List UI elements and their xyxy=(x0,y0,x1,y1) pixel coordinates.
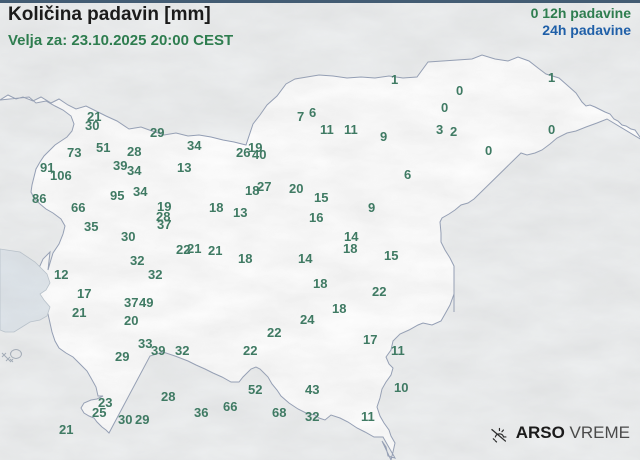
svg-text:32: 32 xyxy=(305,409,319,424)
svg-text:52: 52 xyxy=(248,382,262,397)
svg-text:11: 11 xyxy=(344,122,358,137)
svg-text:27: 27 xyxy=(257,179,271,194)
svg-text:7: 7 xyxy=(297,109,304,124)
svg-text:18: 18 xyxy=(313,276,327,291)
svg-text:28: 28 xyxy=(127,144,141,159)
svg-text:37: 37 xyxy=(124,295,138,310)
svg-text:10: 10 xyxy=(394,380,408,395)
svg-text:11: 11 xyxy=(361,409,375,424)
svg-text:22: 22 xyxy=(372,284,386,299)
svg-text:1: 1 xyxy=(548,70,555,85)
svg-text:9: 9 xyxy=(380,129,387,144)
svg-text:30: 30 xyxy=(85,118,99,133)
svg-text:30: 30 xyxy=(118,412,132,427)
svg-text:18: 18 xyxy=(332,301,346,316)
svg-text:16: 16 xyxy=(309,210,323,225)
svg-text:30: 30 xyxy=(121,229,135,244)
svg-text:66: 66 xyxy=(223,399,237,414)
svg-text:9: 9 xyxy=(368,200,375,215)
svg-text:1: 1 xyxy=(391,72,398,87)
svg-text:6: 6 xyxy=(309,105,316,120)
svg-text:24: 24 xyxy=(300,312,315,327)
svg-text:68: 68 xyxy=(272,405,286,420)
svg-text:49: 49 xyxy=(139,295,153,310)
svg-text:22: 22 xyxy=(243,343,257,358)
svg-text:0: 0 xyxy=(441,100,448,115)
svg-text:14: 14 xyxy=(298,251,313,266)
svg-text:25: 25 xyxy=(92,405,106,420)
svg-text:20: 20 xyxy=(124,313,138,328)
svg-text:37: 37 xyxy=(157,217,171,232)
svg-text:17: 17 xyxy=(77,286,91,301)
svg-text:17: 17 xyxy=(363,332,377,347)
svg-text:35: 35 xyxy=(84,219,98,234)
svg-text:11: 11 xyxy=(320,122,334,137)
svg-text:51: 51 xyxy=(96,140,110,155)
svg-text:6: 6 xyxy=(404,167,411,182)
svg-text:18: 18 xyxy=(343,241,357,256)
svg-text:95: 95 xyxy=(110,188,124,203)
svg-text:34: 34 xyxy=(187,138,202,153)
svg-text:12: 12 xyxy=(54,267,68,282)
svg-text:32: 32 xyxy=(175,343,189,358)
svg-text:106: 106 xyxy=(50,168,72,183)
svg-text:21: 21 xyxy=(187,241,201,256)
svg-text:29: 29 xyxy=(135,412,149,427)
svg-text:3: 3 xyxy=(436,122,443,137)
svg-text:21: 21 xyxy=(59,422,73,437)
svg-text:66: 66 xyxy=(71,200,85,215)
svg-text:18: 18 xyxy=(238,251,252,266)
svg-text:15: 15 xyxy=(314,190,328,205)
svg-text:15: 15 xyxy=(384,248,398,263)
svg-text:32: 32 xyxy=(130,253,144,268)
svg-text:2: 2 xyxy=(450,124,457,139)
svg-text:39: 39 xyxy=(113,158,127,173)
svg-text:86: 86 xyxy=(32,191,46,206)
svg-text:18: 18 xyxy=(209,200,223,215)
svg-text:34: 34 xyxy=(127,163,142,178)
svg-text:29: 29 xyxy=(115,349,129,364)
svg-text:20: 20 xyxy=(289,181,303,196)
svg-text:34: 34 xyxy=(133,184,148,199)
svg-text:0: 0 xyxy=(548,122,555,137)
svg-text:0: 0 xyxy=(485,143,492,158)
svg-text:21: 21 xyxy=(72,305,86,320)
svg-text:0: 0 xyxy=(456,83,463,98)
svg-text:43: 43 xyxy=(305,382,319,397)
svg-text:36: 36 xyxy=(194,405,208,420)
svg-text:28: 28 xyxy=(161,389,175,404)
svg-text:11: 11 xyxy=(391,343,405,358)
svg-text:73: 73 xyxy=(67,145,81,160)
svg-text:13: 13 xyxy=(177,160,191,175)
svg-text:40: 40 xyxy=(252,147,266,162)
svg-text:21: 21 xyxy=(208,243,222,258)
svg-text:29: 29 xyxy=(150,125,164,140)
svg-text:22: 22 xyxy=(267,325,281,340)
svg-text:39: 39 xyxy=(151,343,165,358)
svg-text:32: 32 xyxy=(148,267,162,282)
svg-text:13: 13 xyxy=(233,205,247,220)
